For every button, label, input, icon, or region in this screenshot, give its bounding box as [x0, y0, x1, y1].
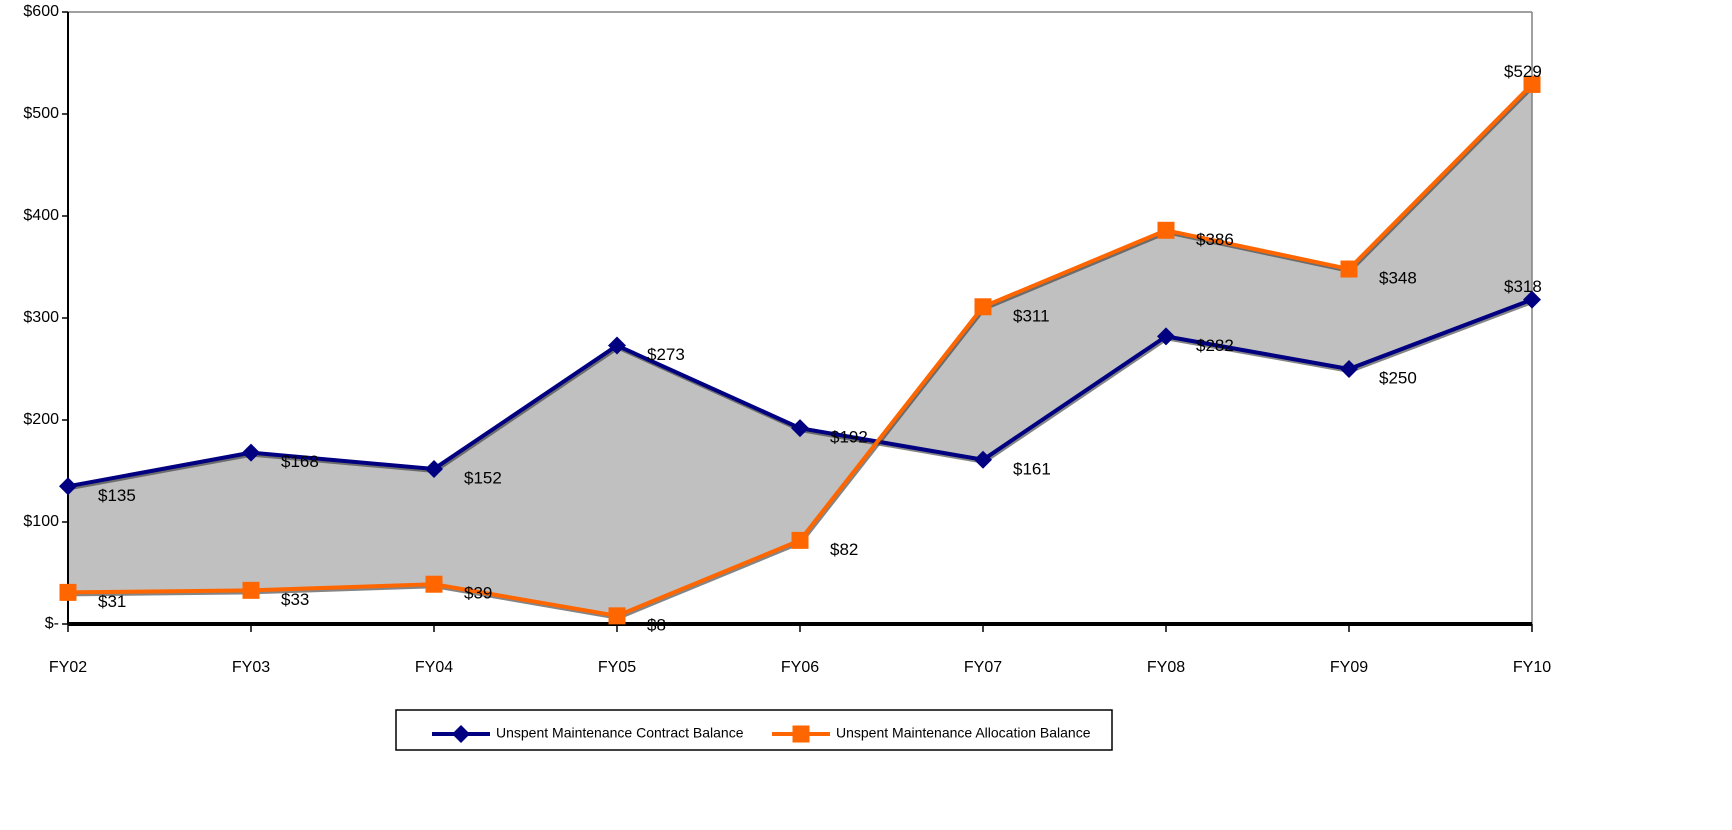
data-label: $311	[1013, 306, 1050, 325]
data-point	[608, 607, 626, 625]
data-label: $529	[1504, 62, 1542, 81]
series-layer	[59, 75, 1541, 625]
data-point	[242, 581, 260, 599]
y-tick-label: $100	[23, 513, 59, 530]
x-tick-label: FY05	[598, 659, 636, 676]
difference-area	[68, 84, 1532, 616]
y-tick-label: $-	[45, 615, 59, 632]
legend-box	[395, 709, 1113, 751]
data-point	[974, 450, 992, 469]
x-tick-label: FY02	[49, 659, 87, 676]
data-point	[425, 575, 443, 593]
x-tick-label: FY08	[1147, 659, 1185, 676]
data-label: $161	[1013, 459, 1051, 478]
data-labels-layer: $135 $168 $152 $273 $192 $161 $282 $250 $318 $31 $…	[98, 62, 1542, 634]
x-axis: FY02 FY03 FY04 FY05 FY06 FY07 FY08 FY09 FY10	[49, 624, 1551, 676]
y-tick-label: $400	[23, 207, 59, 224]
legend-marker	[792, 725, 810, 743]
data-point	[59, 583, 77, 601]
legend: Unspent Maintenance Contract Balance Unsp…	[395, 709, 1113, 751]
x-tick-label: FY10	[1513, 659, 1551, 676]
data-label: $8	[647, 615, 666, 634]
data-point	[1340, 360, 1358, 378]
data-point	[425, 459, 443, 478]
data-point	[1523, 75, 1541, 93]
data-label: $33	[281, 590, 309, 609]
legend-item: Unspent Maintenance Allocation Balance	[772, 725, 1091, 743]
series-1	[59, 290, 1541, 496]
data-label: $273	[647, 345, 685, 364]
data-point	[791, 419, 809, 438]
data-label: $250	[1379, 368, 1417, 387]
data-point	[974, 298, 992, 316]
legend-marker	[452, 725, 470, 743]
x-tick-label: FY04	[415, 659, 453, 676]
y-tick-label: $200	[23, 411, 59, 428]
y-axis: $- $100 $200 $300 $400 $500 $600	[23, 3, 68, 632]
legend-label: Unspent Maintenance Contract Balance	[496, 725, 744, 741]
y-tick-label: $300	[23, 309, 59, 326]
data-point	[608, 336, 626, 355]
data-point	[59, 477, 77, 496]
legend-item: Unspent Maintenance Contract Balance	[432, 725, 744, 743]
data-label: $386	[1196, 230, 1234, 249]
data-label: $82	[830, 540, 858, 559]
data-point	[791, 531, 809, 549]
data-label: $31	[98, 592, 126, 611]
data-point	[1340, 260, 1358, 278]
data-point	[1157, 221, 1175, 239]
difference-area-layer	[68, 84, 1532, 616]
y-tick-label: $600	[23, 3, 59, 20]
data-label: $318	[1504, 277, 1542, 296]
legend-label: Unspent Maintenance Allocation Balance	[836, 725, 1091, 741]
data-label: $39	[464, 584, 492, 603]
x-tick-label: FY06	[781, 659, 819, 676]
y-tick-label: $500	[23, 105, 59, 122]
data-label: $135	[98, 486, 136, 505]
data-point	[1523, 290, 1541, 309]
x-tick-label: FY09	[1330, 659, 1368, 676]
data-point	[1157, 327, 1175, 346]
data-label: $282	[1196, 336, 1234, 355]
data-label: $168	[281, 452, 319, 471]
x-tick-label: FY07	[964, 659, 1002, 676]
series-2	[59, 75, 1541, 625]
x-tick-label: FY03	[232, 659, 270, 676]
data-label: $152	[464, 468, 502, 487]
data-label: $192	[830, 428, 868, 447]
data-label: $348	[1379, 269, 1417, 288]
data-point	[242, 443, 260, 462]
